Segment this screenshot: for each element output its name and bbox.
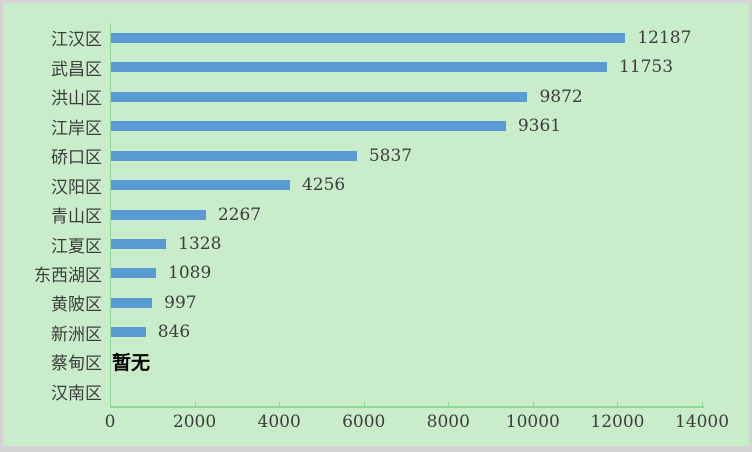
bar-track: 2267 [110, 200, 702, 229]
category-label: 东西湖区 [34, 265, 102, 286]
x-axis-tick-label: 6000 [342, 412, 386, 432]
x-axis-tick [279, 401, 281, 406]
value-label: 9872 [539, 86, 583, 107]
category-label: 新洲区 [51, 324, 102, 345]
category-label: 汉阳区 [51, 177, 102, 198]
bar-rows: 江汉区 12187 武昌区 11753 洪山区 9872 江岸区 9361 硚口区 5837 汉阳区… [3, 23, 703, 406]
bar-track: 9361 [110, 111, 702, 140]
bar [110, 91, 528, 102]
category-label: 硚口区 [51, 148, 102, 169]
x-axis-tick-label: 10000 [505, 412, 560, 432]
bar-row: 汉阳区 4256 [3, 170, 703, 199]
category-label: 洪山区 [51, 89, 102, 110]
bar [110, 121, 506, 132]
x-axis-tick [110, 401, 111, 406]
x-axis-tick-label: 8000 [426, 412, 470, 432]
no-data-label: 暂无 [112, 352, 151, 375]
x-axis-tick-label: 12000 [590, 412, 645, 432]
bar-track: 1089 [110, 259, 702, 288]
x-axis-tick [617, 401, 619, 406]
value-label: 5837 [368, 145, 413, 166]
bar-track: 997 [110, 288, 702, 317]
bar-row: 东西湖区 1089 [3, 259, 703, 288]
bar-row: 硚口区 5837 [3, 141, 703, 170]
bar [110, 327, 146, 338]
bar [110, 32, 626, 43]
x-axis-tick-label: 0 [104, 412, 116, 432]
value-label: 11753 [618, 57, 674, 78]
value-label: 2267 [217, 204, 262, 225]
bar [110, 209, 206, 220]
x-axis-tick [702, 401, 703, 406]
bar-track: 暂无 [110, 347, 702, 376]
x-axis-tick [448, 401, 450, 406]
bar-row: 江夏区 1328 [3, 229, 703, 258]
bar [110, 239, 167, 250]
value-label: 1328 [178, 234, 222, 255]
value-label: 1089 [168, 263, 212, 284]
bar-row: 江汉区 12187 [3, 23, 703, 52]
value-label: 12187 [637, 27, 692, 48]
bar [110, 150, 357, 161]
bar-track: 4256 [110, 170, 702, 199]
category-label: 江汉区 [51, 30, 102, 51]
bar-track: 5837 [110, 141, 702, 170]
bar-track: 11753 [110, 52, 702, 81]
category-label: 汉南区 [51, 383, 102, 404]
bar-track: 846 [110, 318, 702, 347]
bar-row: 汉南区 [3, 377, 703, 406]
bar-track: 1328 [110, 229, 702, 258]
bar [110, 62, 607, 73]
category-label: 蔡甸区 [51, 354, 102, 375]
bar [110, 268, 157, 279]
bar [110, 180, 290, 191]
bar-row: 青山区 2267 [3, 200, 703, 229]
bar-row: 黄陂区 997 [3, 288, 703, 317]
bar [110, 297, 153, 308]
bar-track [110, 377, 702, 406]
category-label: 武昌区 [51, 59, 102, 80]
value-label: 846 [157, 322, 191, 343]
plot-area: 江汉区 12187 武昌区 11753 洪山区 9872 江岸区 9361 硚口区 5837 汉阳区… [3, 23, 729, 432]
bar-row: 新洲区 846 [3, 318, 703, 347]
category-label: 江夏区 [51, 236, 102, 257]
x-axis-tick-label: 14000 [674, 412, 730, 432]
x-axis-tick [363, 401, 365, 406]
category-label: 江岸区 [51, 118, 102, 139]
x-axis-tick-label: 2000 [172, 412, 217, 432]
bar-track: 12187 [110, 23, 702, 52]
value-label: 997 [164, 292, 197, 313]
category-label: 青山区 [51, 207, 102, 228]
category-label: 黄陂区 [51, 295, 102, 316]
bar-row: 蔡甸区 暂无 [3, 347, 703, 376]
x-axis-tick [194, 401, 196, 406]
x-axis-tick [532, 401, 534, 406]
bar-row: 洪山区 9872 [3, 82, 703, 111]
bar-track: 9872 [110, 82, 702, 111]
bar-row: 江岸区 9361 [3, 111, 703, 140]
bar-row: 武昌区 11753 [3, 52, 703, 81]
x-axis-line [110, 406, 704, 408]
value-label: 9361 [517, 116, 562, 137]
y-axis-line [110, 23, 111, 406]
value-label: 4256 [301, 175, 346, 196]
x-axis-tick-label: 4000 [257, 412, 301, 432]
chart-panel: 江汉区 12187 武昌区 11753 洪山区 9872 江岸区 9361 硚口区 5837 汉阳区… [3, 3, 749, 446]
